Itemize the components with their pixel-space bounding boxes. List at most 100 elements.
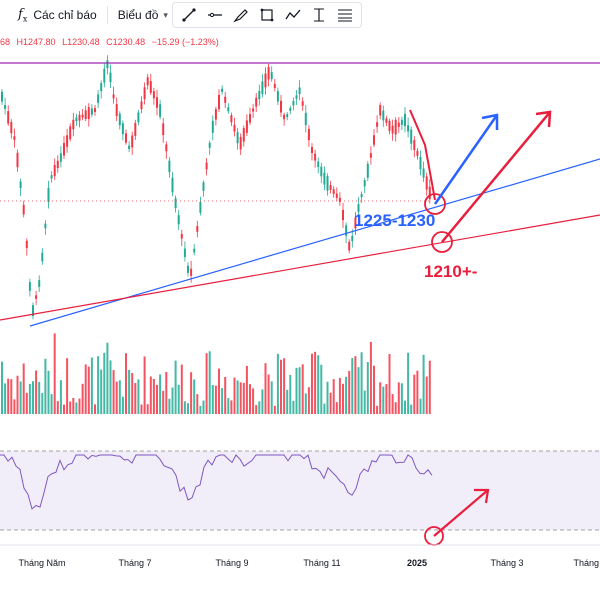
volume-bar: [156, 384, 158, 414]
volume-bar: [41, 392, 44, 414]
volume-bar: [10, 379, 13, 414]
volume-bar: [72, 397, 75, 414]
volume-bar: [159, 374, 162, 414]
volume-bar: [242, 382, 245, 414]
candle-body: [208, 142, 211, 148]
ohlc-legend: 68 H1247.80 L1230.48 C1230.48 −15.29 (−1…: [0, 37, 223, 47]
candle-body: [162, 123, 165, 136]
chart-type-label: Biểu đồ: [117, 8, 159, 22]
volume-bar: [301, 364, 304, 414]
candle-body: [301, 101, 304, 106]
chart-type-button[interactable]: Biểu đồ ▾: [118, 0, 168, 30]
support-trendline-red[interactable]: [0, 214, 600, 321]
candle-body: [369, 153, 372, 158]
candle-body: [242, 128, 245, 142]
volume-bar: [317, 355, 320, 414]
volume-bar: [357, 367, 360, 414]
candle-body: [97, 94, 100, 103]
volume-bar: [106, 342, 109, 414]
volume-bar: [397, 382, 400, 414]
volume-bar: [239, 382, 242, 414]
volume-bar: [221, 388, 224, 414]
projection-arrow-blue-head: [481, 113, 499, 130]
brush-icon[interactable]: [179, 5, 199, 25]
volume-bar: [382, 386, 385, 414]
volume-bar: [84, 364, 87, 414]
candle-body: [323, 172, 326, 185]
volume-bar: [245, 365, 248, 414]
candle-body: [59, 153, 62, 162]
candle-body: [81, 114, 84, 118]
candle-body: [270, 72, 273, 80]
volume-bar: [28, 383, 31, 414]
volume-bar: [314, 351, 317, 414]
price-chart[interactable]: 1225-1230 1210+- Tháng Năm Tháng 7 Tháng 9…: [0, 50, 600, 600]
candle-body: [236, 132, 239, 144]
volume-bar: [304, 393, 307, 414]
candle-body: [196, 225, 199, 232]
candle-body: [233, 124, 236, 132]
candle-body: [366, 163, 369, 178]
volume-bar: [140, 404, 143, 414]
indicators-button[interactable]: fx Các chỉ báo: [0, 0, 97, 30]
candle-body: [205, 162, 208, 170]
volume-bar: [190, 372, 193, 414]
x-tick-label: Tháng 5: [573, 558, 600, 568]
volume-bar: [345, 376, 348, 414]
x-tick-label: Tháng 3: [490, 558, 523, 568]
measure-icon[interactable]: [309, 5, 329, 25]
candle-body: [47, 187, 50, 203]
candle-body: [425, 176, 428, 190]
candle-body: [329, 185, 332, 190]
fib-icon[interactable]: [335, 5, 355, 25]
volume-bar: [379, 382, 382, 414]
volume-bar: [208, 351, 211, 414]
candle-body: [84, 110, 87, 120]
volume-bar: [264, 363, 267, 414]
volume-bar: [258, 401, 261, 414]
volume-bar: [168, 398, 171, 414]
candle-body: [280, 100, 282, 113]
volume-bar: [47, 370, 50, 414]
candle-body: [115, 104, 118, 117]
support-trendline-blue[interactable]: [29, 158, 600, 327]
candle-body: [230, 115, 233, 123]
volume-bar: [416, 370, 419, 414]
candle-body: [35, 295, 38, 299]
volume-bar: [81, 383, 84, 414]
volume-bar: [202, 400, 205, 414]
volume-bar: [407, 352, 410, 414]
volume-bar: [211, 384, 214, 414]
volume-bar: [69, 401, 72, 414]
candle-body: [66, 135, 69, 147]
volume-bar: [425, 376, 428, 414]
pen-icon[interactable]: [231, 5, 251, 25]
candle-body: [143, 87, 146, 100]
volume-bar: [38, 381, 41, 414]
candle-body: [227, 107, 230, 112]
candle-body: [295, 95, 298, 99]
rectangle-icon[interactable]: [257, 5, 277, 25]
volume-bar: [376, 405, 379, 414]
volume-bar: [369, 341, 372, 414]
indicators-label: Các chỉ báo: [33, 8, 97, 22]
path-icon[interactable]: [283, 5, 303, 25]
volume-bar: [214, 385, 217, 414]
x-tick-label: Tháng Năm: [18, 558, 65, 568]
candle-body: [382, 110, 385, 121]
volume-bar: [385, 384, 388, 414]
candle-body: [16, 152, 19, 168]
zone-label-upper: 1225-1230: [354, 211, 435, 230]
horizontal-line-icon[interactable]: [205, 5, 225, 25]
candle-body: [90, 108, 93, 115]
candle-body: [187, 265, 189, 273]
candle-body: [22, 204, 25, 215]
volume-bar: [137, 379, 140, 414]
candle-body: [258, 90, 261, 100]
volume-bar: [354, 356, 357, 414]
volume-bar: [56, 401, 59, 414]
candle-body: [332, 189, 335, 194]
candle-body: [13, 136, 16, 140]
candle-body: [419, 156, 422, 170]
candle-body: [32, 305, 34, 317]
